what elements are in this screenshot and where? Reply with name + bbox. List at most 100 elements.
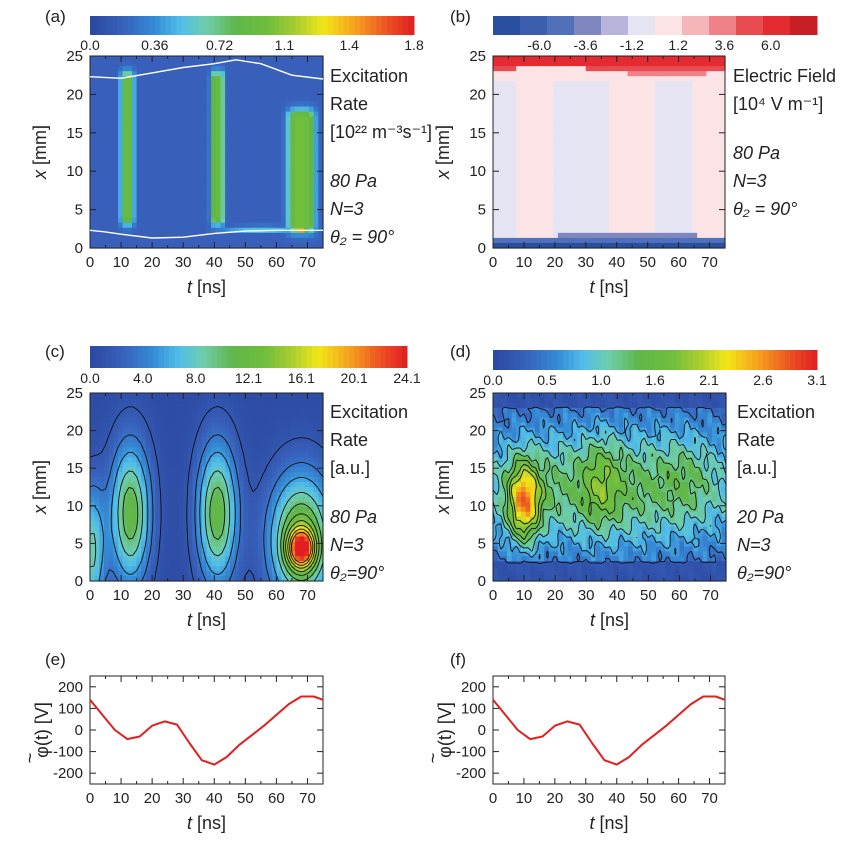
heatmap-cell: [178, 496, 184, 503]
heatmap-cell: [641, 136, 647, 143]
heatmap-cell: [697, 111, 703, 118]
heatmap-cell: [164, 432, 170, 439]
heatmap-cell: [164, 121, 170, 128]
heatmap-cell: [187, 91, 194, 98]
heatmap-cell: [131, 496, 138, 503]
heatmap-cell: [113, 217, 119, 224]
heatmap-cell: [576, 101, 582, 108]
heatmap-cell: [113, 412, 119, 419]
heatmap-cell: [595, 157, 601, 163]
heatmap-cell: [655, 212, 661, 219]
heatmap-cell: [627, 126, 633, 133]
heatmap-cell: [692, 131, 698, 138]
heatmap-cell: [197, 491, 203, 498]
heatmap-cell: [290, 101, 296, 108]
heatmap-cell: [155, 393, 161, 399]
heatmap-cell: [141, 506, 147, 513]
heatmap-cell: [141, 172, 147, 178]
heatmap-cell: [622, 162, 629, 168]
colorbar-step: [269, 346, 276, 368]
heatmap-cell: [155, 91, 161, 98]
heatmap-cell: [257, 126, 264, 133]
heatmap-cell: [590, 162, 596, 168]
heatmap-cell: [299, 197, 305, 204]
heatmap-cell: [553, 177, 559, 183]
heatmap-cell: [262, 192, 268, 199]
heatmap-cell: [715, 202, 721, 209]
heatmap-cell: [136, 516, 142, 523]
heatmap-cell: [599, 81, 605, 87]
heatmap-cell: [239, 197, 245, 204]
heatmap-cell: [131, 511, 138, 518]
heatmap-cell: [715, 106, 721, 113]
heatmap-cell: [590, 111, 596, 118]
heatmap-cell: [164, 227, 170, 234]
heatmap-cell: [267, 66, 273, 72]
heatmap-cell: [604, 81, 610, 87]
heatmap-cell: [595, 101, 601, 108]
heatmap-cell: [215, 101, 222, 108]
heatmap-cell: [164, 101, 170, 108]
heatmap-cell: [136, 467, 142, 473]
heatmap-cell: [239, 222, 245, 229]
heatmap-cell: [94, 172, 100, 178]
heatmap-cell: [493, 66, 499, 72]
heatmap-cell: [567, 106, 573, 113]
heatmap-cell: [576, 146, 582, 153]
heatmap-cell: [215, 71, 222, 77]
heatmap-cell: [94, 472, 100, 478]
heatmap-cell: [299, 141, 305, 148]
heatmap-cell: [169, 116, 175, 123]
heatmap-cell: [169, 402, 175, 409]
heatmap-cell: [90, 81, 96, 87]
heatmap-cell: [103, 541, 110, 547]
heatmap-cell: [585, 202, 592, 209]
heatmap-cell: [127, 561, 133, 567]
heatmap-cell: [192, 66, 198, 72]
heatmap-cell: [183, 157, 189, 163]
heatmap-cell: [673, 157, 680, 163]
heatmap-cell: [164, 566, 170, 572]
heatmap-cell: [220, 232, 226, 239]
heatmap-cell: [155, 202, 161, 209]
heatmap-cell: [234, 146, 240, 153]
colorbar-tick-label: 0.36: [141, 37, 168, 53]
heatmap-cell: [127, 541, 133, 547]
heatmap-cell: [253, 202, 259, 209]
heatmap-cell: [173, 521, 180, 528]
heatmap-cell: [117, 172, 124, 178]
heatmap-cell: [248, 207, 254, 214]
heatmap-cell: [525, 91, 531, 98]
heatmap-cell: [192, 427, 198, 434]
heatmap-cell: [127, 222, 133, 229]
heatmap-cell: [131, 202, 138, 209]
heatmap-cell: [692, 157, 698, 163]
heatmap-cell: [173, 61, 180, 67]
heatmap-cell: [225, 131, 231, 138]
heatmap-cell: [520, 101, 527, 108]
heatmap-cell: [131, 131, 138, 138]
heatmap-cell: [313, 217, 319, 224]
heatmap-cell: [183, 516, 189, 523]
heatmap-cell: [660, 237, 666, 244]
heatmap-cell: [539, 66, 545, 72]
heatmap-cell: [173, 511, 180, 518]
heatmap-cell: [122, 566, 128, 572]
heatmap-cell: [511, 177, 517, 183]
heatmap-cell: [506, 177, 513, 183]
heatmap-cell: [622, 116, 629, 123]
heatmap-cell: [567, 91, 573, 98]
colorbar-step: [105, 346, 112, 368]
heatmap-cell: [692, 136, 698, 143]
heatmap-cell: [122, 91, 128, 98]
heatmap-cell: [187, 76, 194, 82]
colorbar-step: [397, 16, 404, 35]
heatmap-cell: [309, 242, 315, 249]
heatmap-cell: [187, 551, 194, 557]
heatmap-cell: [136, 76, 142, 82]
heatmap-cell: [290, 172, 296, 178]
heatmap-cell: [178, 172, 184, 178]
heatmap-cell: [673, 61, 680, 67]
heatmap-cell: [164, 417, 170, 424]
heatmap-cell: [229, 152, 236, 158]
